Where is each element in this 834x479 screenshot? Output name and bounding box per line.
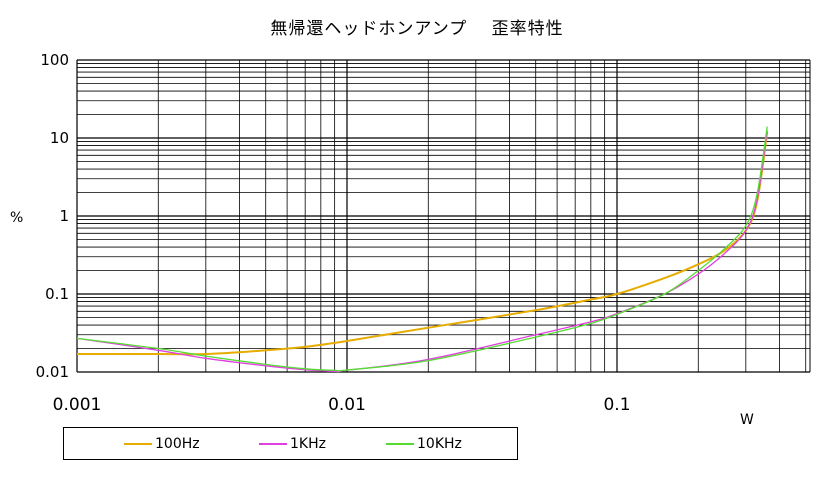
y-tick-label: 0.01 bbox=[36, 363, 69, 381]
series-line-10khz bbox=[76, 126, 768, 372]
y-tick-label: 100 bbox=[40, 51, 69, 69]
legend-item-1khz: 1KHz bbox=[259, 435, 326, 453]
y-tick-labels: 100 10 1 0.1 0.01 bbox=[36, 51, 69, 381]
legend-label-100hz: 100Hz bbox=[155, 436, 200, 452]
y-tick-label: 1 bbox=[59, 207, 69, 225]
legend-item-100hz: 100Hz bbox=[124, 435, 200, 453]
x-tick-labels: 0.001 0.01 0.1 bbox=[53, 395, 631, 415]
y-tick-label: 10 bbox=[50, 129, 69, 147]
y-axis-label: % bbox=[10, 210, 23, 226]
series-line-100hz bbox=[76, 131, 769, 356]
x-tick-label: 0.01 bbox=[328, 395, 366, 415]
legend-label-10khz: 10KHz bbox=[417, 436, 462, 452]
series-line-1khz bbox=[76, 130, 768, 373]
legend-swatch-1khz bbox=[259, 443, 287, 445]
chart-title: 無帰還ヘッドホンアンプ 歪率特性 bbox=[270, 19, 564, 39]
y-tick-label: 0.1 bbox=[45, 285, 69, 303]
x-tick-label: 0.1 bbox=[603, 395, 630, 415]
series-lines bbox=[76, 126, 769, 373]
x-axis-label: W bbox=[740, 412, 754, 428]
legend-label-1khz: 1KHz bbox=[290, 436, 326, 452]
legend-swatch-10khz bbox=[386, 443, 414, 445]
legend-item-10khz: 10KHz bbox=[386, 435, 462, 453]
x-tick-label: 0.001 bbox=[53, 395, 102, 415]
legend-swatch-100hz bbox=[124, 443, 152, 445]
legend: 100Hz 1KHz 10KHz bbox=[63, 427, 518, 460]
